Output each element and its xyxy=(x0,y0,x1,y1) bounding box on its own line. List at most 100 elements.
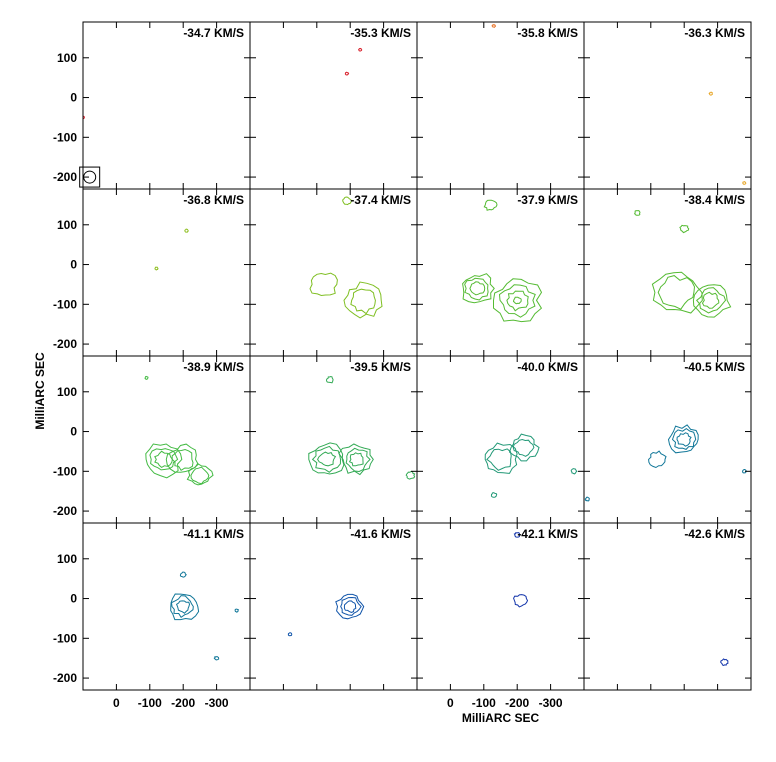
contour-line xyxy=(170,593,200,621)
contour-line xyxy=(234,608,240,613)
channel-panel: -41.6 KM/S xyxy=(249,522,418,691)
contour-line xyxy=(338,443,374,476)
contour-line xyxy=(184,228,189,233)
y-tick-label: 0 xyxy=(70,425,77,439)
axis-labels: 100 0 -100 -200 100 0 -100 -200 100 0 -100 -200 100 0… xyxy=(33,51,563,725)
contour-group xyxy=(83,115,85,120)
contour-line xyxy=(741,469,747,474)
contour-line xyxy=(462,273,495,304)
contour-line xyxy=(486,448,512,471)
beam-ellipse xyxy=(83,170,97,184)
contour-group xyxy=(708,91,747,185)
velocity-label: -39.5 KM/S xyxy=(350,360,411,374)
contour-line xyxy=(357,47,363,52)
contour-line xyxy=(742,181,747,185)
panel-frame xyxy=(416,522,585,691)
velocity-label: -38.4 KM/S xyxy=(684,193,745,207)
contour-group xyxy=(633,210,732,318)
contour-line xyxy=(469,281,486,296)
y-tick-label: -100 xyxy=(53,297,77,311)
y-tick-label: -200 xyxy=(53,504,77,518)
contour-group xyxy=(170,571,240,661)
contour-line xyxy=(464,277,489,301)
contour-line xyxy=(309,272,338,297)
panel-frame xyxy=(416,21,585,190)
x-tick-label: 0 xyxy=(113,696,120,710)
panel-frame xyxy=(416,188,585,357)
panel-frame xyxy=(583,21,752,190)
contour-line xyxy=(513,532,521,538)
contour-line xyxy=(405,470,416,480)
beam-box xyxy=(79,166,101,188)
panel-frame xyxy=(583,355,752,524)
contour-line xyxy=(483,199,498,211)
panel-frame xyxy=(82,522,251,691)
y-tick-label: -100 xyxy=(53,464,77,478)
contour-line xyxy=(343,281,383,319)
contour-line xyxy=(170,595,194,619)
channel-panel: -36.3 KM/S xyxy=(583,21,752,190)
velocity-label: -35.8 KM/S xyxy=(517,26,578,40)
contour-line xyxy=(317,451,337,467)
contour-group xyxy=(462,189,543,323)
contour-line xyxy=(570,468,578,475)
panel-frame xyxy=(249,522,418,691)
contour-line xyxy=(287,632,293,637)
x-tick-label: -100 xyxy=(472,696,496,710)
contour-line xyxy=(692,284,732,318)
contour-line xyxy=(348,452,364,467)
contour-line xyxy=(512,438,535,457)
y-tick-label: -200 xyxy=(53,671,77,685)
contour-line xyxy=(508,433,540,462)
contour-group xyxy=(287,593,365,637)
contour-line xyxy=(701,291,720,309)
y-tick-label: 100 xyxy=(57,385,77,399)
contour-line xyxy=(340,596,362,616)
contour-group xyxy=(484,433,578,498)
contour-line xyxy=(720,658,729,666)
contour-line xyxy=(190,466,210,485)
contour-line xyxy=(344,71,350,76)
contour-group xyxy=(308,375,416,480)
panel-frame xyxy=(583,188,752,357)
y-axis-title: MilliARC SEC xyxy=(33,352,47,430)
contour-line xyxy=(506,290,529,312)
contour-line xyxy=(171,448,194,471)
y-tick-label: -100 xyxy=(53,631,77,645)
contour-line xyxy=(490,492,498,498)
contour-group xyxy=(344,47,363,76)
contour-line xyxy=(325,375,334,384)
contour-line xyxy=(144,375,149,380)
channel-panel: -34.7 KM/S xyxy=(79,21,251,190)
panel-frame xyxy=(416,355,585,524)
y-tick-label: 100 xyxy=(57,51,77,65)
contour-group xyxy=(309,196,383,319)
x-axis-title: MilliARC SEC xyxy=(462,711,540,725)
velocity-label: -36.8 KM/S xyxy=(183,193,244,207)
contour-line xyxy=(186,462,214,486)
contour-group xyxy=(491,23,497,28)
velocity-label: -34.7 KM/S xyxy=(183,26,244,40)
velocity-label: -40.5 KM/S xyxy=(684,360,745,374)
x-tick-label: -300 xyxy=(539,696,563,710)
contour-line xyxy=(498,284,536,318)
contour-line xyxy=(695,287,727,314)
velocity-label: -35.3 KM/S xyxy=(350,26,411,40)
contour-line xyxy=(154,450,173,469)
contour-line xyxy=(667,424,699,454)
channel-panel: -36.8 KM/S xyxy=(82,188,251,357)
velocity-label: -41.1 KM/S xyxy=(183,527,244,541)
contour-line xyxy=(350,288,376,315)
panel-frame xyxy=(249,355,418,524)
channel-panel: -39.5 KM/S xyxy=(249,355,418,524)
panel-frame xyxy=(249,21,418,190)
channel-panel: -38.9 KM/S xyxy=(82,355,251,524)
y-tick-label: 0 xyxy=(70,258,77,272)
panel-frame xyxy=(82,188,251,357)
contour-line xyxy=(345,447,371,473)
contour-line xyxy=(708,91,713,96)
contour-line xyxy=(657,275,696,310)
panel-frame xyxy=(82,21,251,190)
x-tick-label: -200 xyxy=(505,696,529,710)
